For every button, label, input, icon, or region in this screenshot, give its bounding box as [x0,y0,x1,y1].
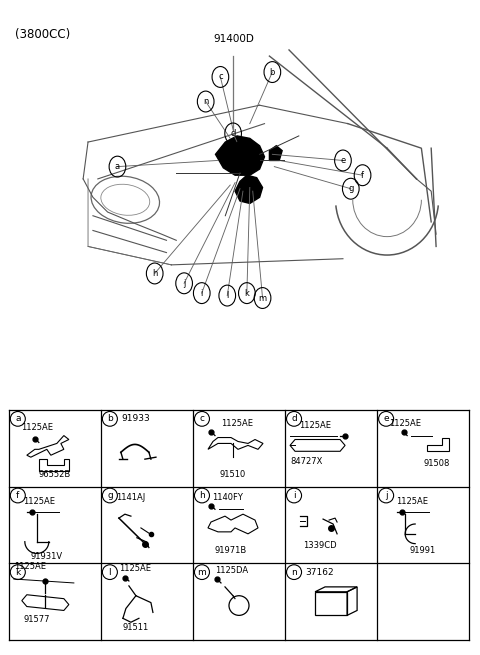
Polygon shape [269,145,282,160]
Text: f: f [361,171,364,179]
Text: 91933: 91933 [121,415,150,423]
Text: 1125AE: 1125AE [14,562,46,571]
Text: c: c [200,415,204,423]
Text: 1125AE: 1125AE [23,497,55,506]
Text: (3800CC): (3800CC) [14,28,70,41]
Text: b: b [270,67,275,77]
Text: 1125AE: 1125AE [396,497,428,506]
Text: b: b [107,415,113,423]
Text: n: n [203,97,208,106]
Text: a: a [115,162,120,171]
Text: i: i [293,491,295,500]
Polygon shape [216,136,264,175]
Text: j: j [385,491,387,500]
Text: d: d [291,415,297,423]
Text: j: j [183,279,185,288]
Text: g: g [348,184,353,193]
Text: a: a [15,415,21,423]
Text: 91931V: 91931V [31,552,63,561]
Text: 1140FY: 1140FY [213,493,243,502]
Text: 91971B: 91971B [215,546,247,555]
Text: f: f [16,491,19,500]
Text: 1125AE: 1125AE [119,564,151,573]
Text: 1339CD: 1339CD [303,540,337,550]
Text: d: d [230,129,236,138]
Text: n: n [291,568,297,576]
Text: l: l [226,291,228,300]
Text: 91991: 91991 [409,546,435,555]
Text: 1125DA: 1125DA [215,566,248,575]
Text: 91508: 91508 [424,459,450,468]
Text: e: e [384,415,389,423]
Text: l: l [108,568,111,576]
Text: 1125AE: 1125AE [21,422,53,432]
Text: 96552B: 96552B [39,470,71,479]
Text: 91511: 91511 [123,623,149,632]
Text: 84727X: 84727X [290,457,323,466]
Text: i: i [201,289,203,297]
Text: k: k [15,568,21,576]
Text: 37162: 37162 [305,568,334,576]
Text: c: c [218,73,223,81]
Polygon shape [235,175,263,204]
Text: 1125AE: 1125AE [299,421,331,430]
Text: 1125AE: 1125AE [221,419,253,428]
Text: m: m [198,568,206,576]
Text: 1141AJ: 1141AJ [116,493,145,502]
Text: h: h [199,491,205,500]
Text: h: h [152,269,157,278]
Text: 91400D: 91400D [214,34,254,44]
Text: e: e [340,156,346,165]
Text: 91510: 91510 [220,470,246,479]
Text: k: k [244,289,249,297]
Text: 91577: 91577 [24,615,50,624]
Text: m: m [259,293,266,303]
Text: g: g [107,491,113,500]
Text: 1125AE: 1125AE [389,419,421,428]
